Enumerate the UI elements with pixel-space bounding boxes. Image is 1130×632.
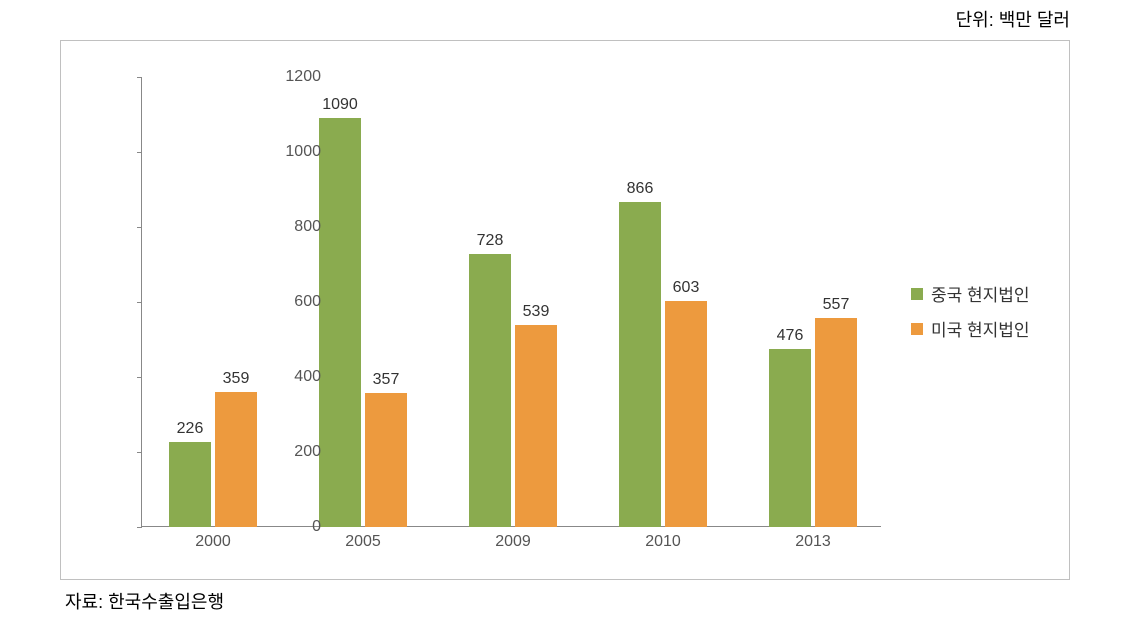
bar-value-label: 226: [177, 420, 204, 438]
bar: [665, 301, 707, 527]
y-tick-label: 400: [261, 368, 321, 386]
y-tick-label: 200: [261, 443, 321, 461]
x-tick-label: 2000: [195, 533, 231, 551]
legend-swatch: [911, 323, 923, 335]
x-tick-label: 2009: [495, 533, 531, 551]
bar: [815, 318, 857, 527]
bar-value-label: 359: [223, 370, 250, 388]
bar-value-label: 557: [823, 296, 850, 314]
bar-value-label: 603: [673, 279, 700, 297]
y-tick-label: 1000: [261, 143, 321, 161]
bar-value-label: 476: [777, 327, 804, 345]
bar: [515, 325, 557, 527]
bar: [619, 202, 661, 527]
bar: [319, 118, 361, 527]
y-tick-label: 0: [261, 518, 321, 536]
y-tick-mark: [137, 527, 142, 528]
chart-container: 중국 현지법인미국 현지법인 0 200 400 600 800 1000 1200 2000…: [60, 40, 1070, 580]
y-tick-label: 800: [261, 218, 321, 236]
bar: [215, 392, 257, 527]
legend-item: 중국 현지법인: [911, 281, 1030, 306]
x-tick-label: 2005: [345, 533, 381, 551]
legend-swatch: [911, 288, 923, 300]
bar: [365, 393, 407, 527]
legend: 중국 현지법인미국 현지법인: [911, 281, 1030, 351]
bar-value-label: 866: [627, 180, 654, 198]
bar: [469, 254, 511, 527]
x-tick-label: 2010: [645, 533, 681, 551]
bar-value-label: 357: [373, 371, 400, 389]
legend-label: 중국 현지법인: [931, 281, 1030, 306]
x-tick-label: 2013: [795, 533, 831, 551]
bar-value-label: 539: [523, 303, 550, 321]
bar: [169, 442, 211, 527]
legend-label: 미국 현지법인: [931, 316, 1030, 341]
unit-label: 단위: 백만 달러: [956, 6, 1070, 32]
bars-layer: [141, 77, 881, 527]
legend-item: 미국 현지법인: [911, 316, 1030, 341]
bar-value-label: 728: [477, 232, 504, 250]
bar: [769, 349, 811, 528]
y-tick-label: 600: [261, 293, 321, 311]
bar-value-label: 1090: [322, 96, 358, 114]
source-label: 자료: 한국수출입은행: [65, 588, 224, 614]
y-tick-label: 1200: [261, 68, 321, 86]
